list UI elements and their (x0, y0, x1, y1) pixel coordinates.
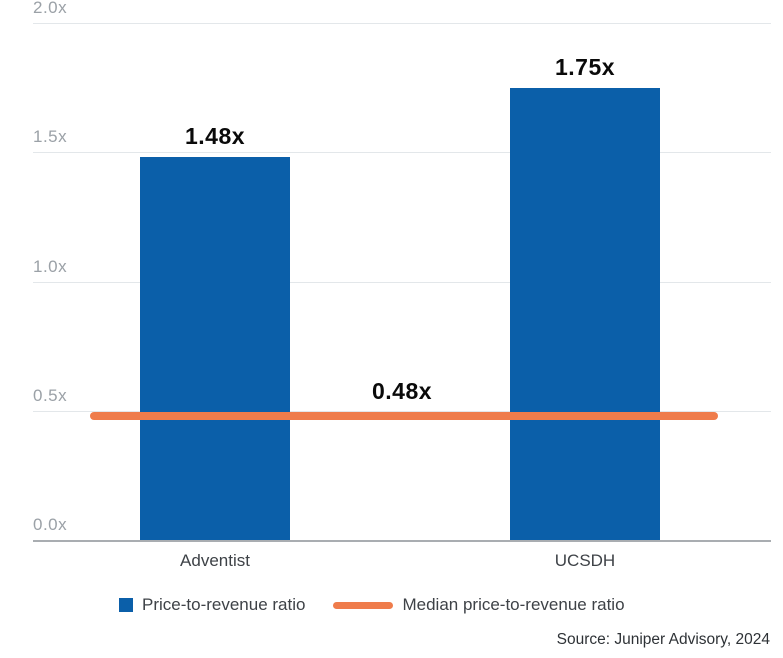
gridline (33, 152, 771, 154)
y-tick-label: 1.0x (33, 256, 68, 276)
legend-label: Price-to-revenue ratio (142, 595, 306, 614)
bar-value-label: 1.48x (184, 123, 246, 150)
y-tick-label: 2.0x (33, 0, 68, 17)
y-tick-0.5x: 0.5x (33, 386, 771, 412)
x-category-adventist: Adventist (180, 551, 250, 570)
y-tick-0.0x: 0.0x (33, 515, 771, 542)
source-credit: Source: Juniper Advisory, 2024 (556, 631, 770, 648)
gridline (33, 23, 771, 24)
bar-value-label: 1.75x (554, 53, 616, 80)
x-category-ucsdh: UCSDH (554, 551, 616, 570)
blue-square-swatch-icon (119, 598, 133, 612)
orange-line-swatch-icon (333, 601, 394, 609)
x-axis-line (33, 540, 771, 542)
median-line (90, 411, 718, 420)
legend: Price-to-revenue ratio Median price-to-r… (119, 595, 625, 615)
median-value-label: 0.48x (371, 377, 433, 404)
legend-item-median: Median price-to-revenue ratio (333, 595, 625, 615)
gridline (33, 281, 771, 283)
y-tick-label: 0.0x (33, 515, 68, 534)
y-tick-label: 0.5x (33, 385, 68, 405)
y-tick-1.0x: 1.0x (33, 257, 771, 283)
y-tick-label: 1.5x (33, 127, 68, 147)
y-tick-2.0x: 2.0x (33, 0, 771, 24)
gridline (33, 410, 771, 412)
y-tick-1.5x: 1.5x (33, 127, 771, 154)
bar-ucsdh: 1.75x (510, 54, 660, 540)
legend-item-price-to-revenue: Price-to-revenue ratio (119, 595, 305, 615)
bar-adventist: 1.48x (140, 123, 290, 540)
legend-label: Median price-to-revenue ratio (402, 595, 625, 614)
